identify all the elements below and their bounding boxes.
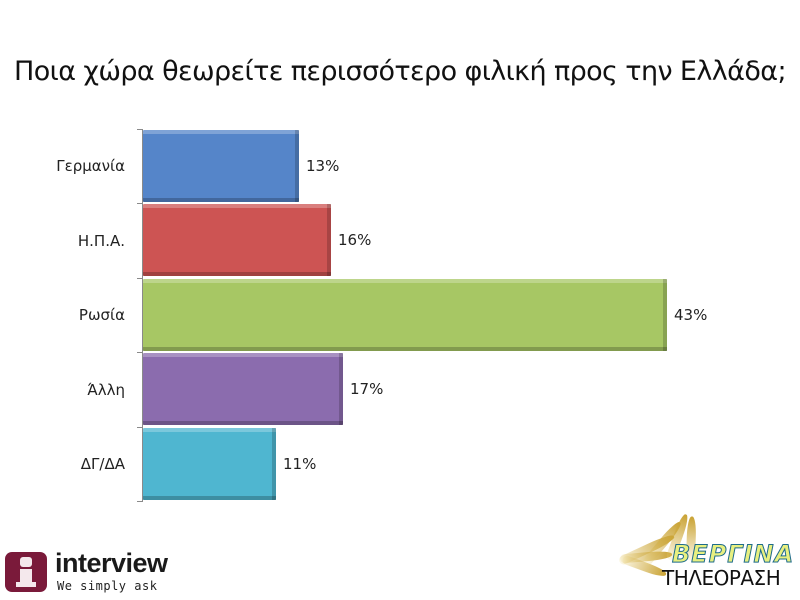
category-label: Γερμανία [56, 157, 125, 175]
category-label: Ρωσία [78, 306, 125, 324]
category-axis [142, 129, 143, 502]
info-i-icon [5, 552, 47, 592]
axis-tick [137, 352, 143, 353]
vergina-logo-subtitle: ΤΗΛΕΟΡΑΣΗ [662, 566, 781, 590]
value-label: 17% [350, 380, 384, 398]
axis-tick [137, 427, 143, 428]
interview-logo-name: interview [55, 548, 168, 578]
category-label: Άλλη [87, 381, 125, 399]
axis-tick [137, 501, 143, 502]
axis-tick [137, 129, 143, 130]
bar-germany [143, 130, 299, 202]
vergina-logo-name: ΒΕΡΓΙΝΑ [671, 540, 795, 569]
interview-logo: interview We simply ask [5, 548, 180, 596]
category-label: Η.Π.Α. [77, 232, 125, 250]
category-label: ΔΓ/ΔΑ [80, 455, 125, 473]
vergina-tv-logo: ΒΕΡΓΙΝΑ ΤΗΛΕΟΡΑΣΗ [612, 500, 797, 595]
value-label: 16% [338, 231, 372, 249]
value-label: 43% [674, 306, 708, 324]
value-label: 13% [306, 157, 340, 175]
interview-logo-tagline: We simply ask [57, 579, 158, 593]
value-label: 11% [283, 455, 317, 473]
bar-russia [143, 279, 667, 351]
bar-dont-know [143, 428, 276, 500]
bar-usa [143, 204, 331, 276]
chart-title: Ποια χώρα θεωρείτε περισσότερο φιλική πρ… [14, 56, 787, 87]
axis-tick [137, 278, 143, 279]
axis-tick [137, 203, 143, 204]
bar-other [143, 353, 343, 425]
